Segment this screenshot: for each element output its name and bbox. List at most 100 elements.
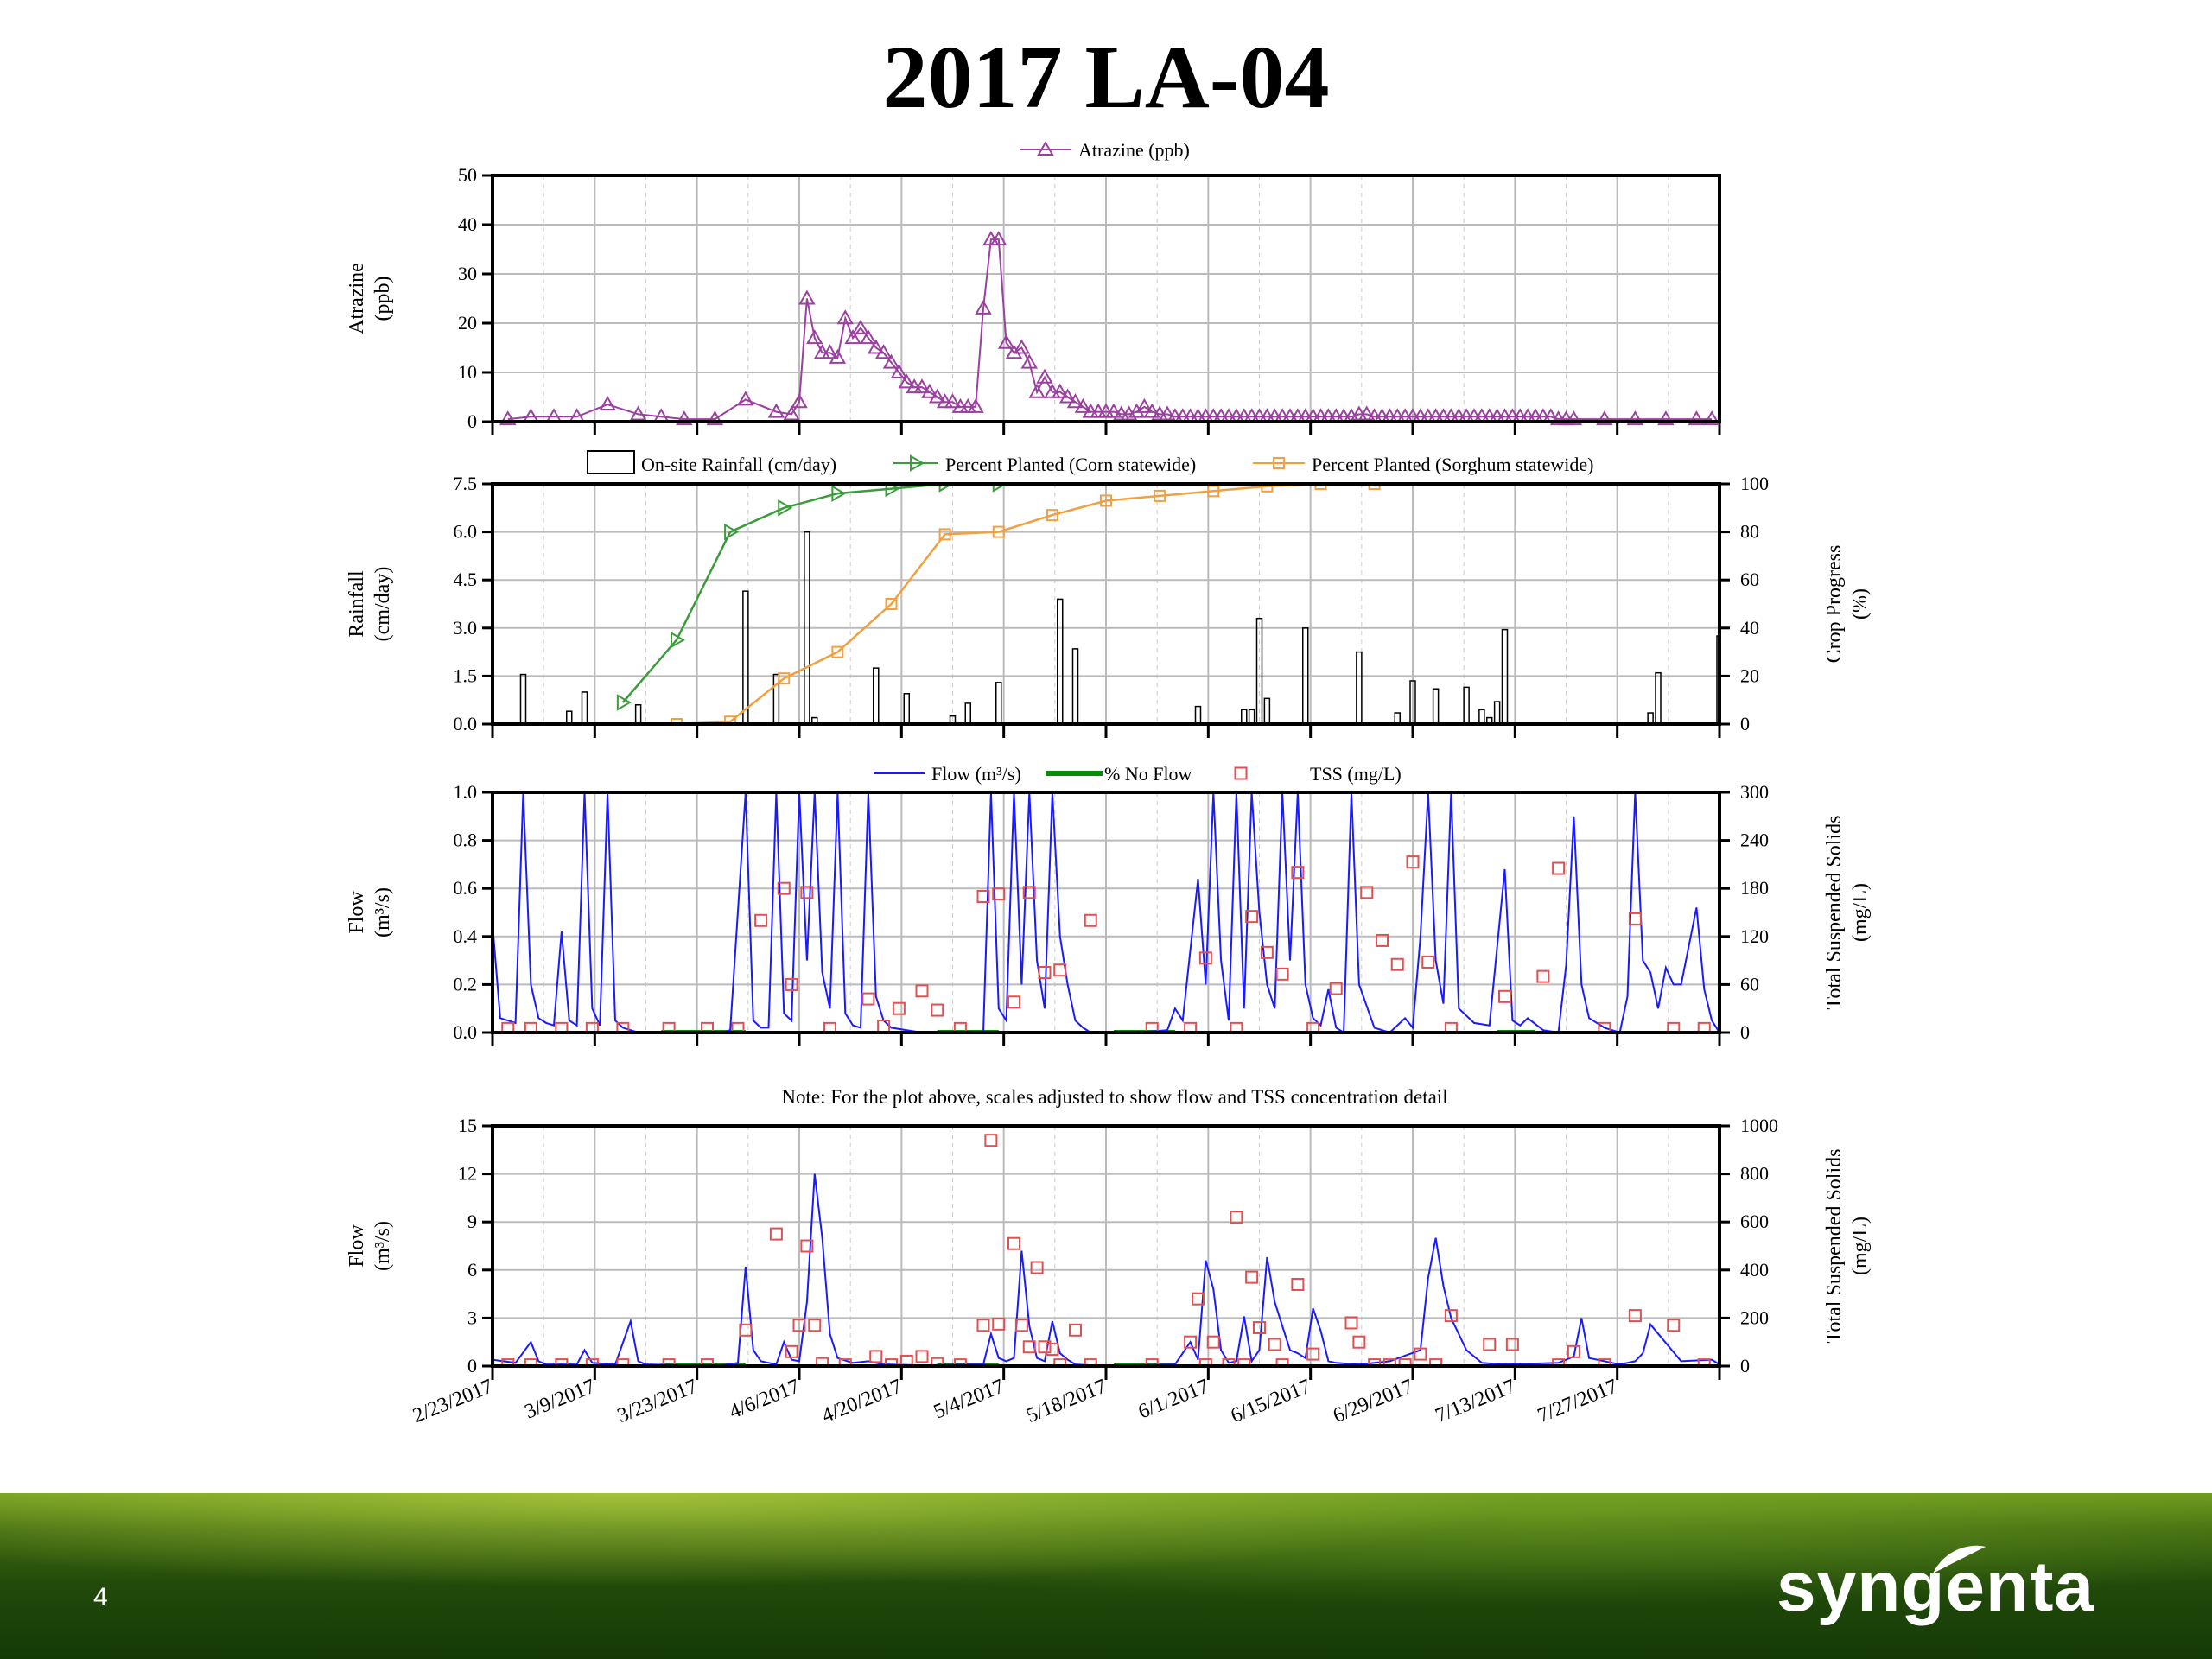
- y-tick-label: 3.0: [454, 617, 478, 639]
- atrazine-point: [890, 363, 908, 378]
- tss-point: [1667, 1021, 1681, 1033]
- tss-point: [1667, 1319, 1681, 1332]
- y-tick-label: 6.0: [454, 521, 478, 543]
- x-tick-label: 3/9/2017: [522, 1375, 599, 1423]
- tss-point: [555, 1021, 569, 1033]
- tss-point: [1567, 1344, 1580, 1358]
- tss-point: [1230, 1021, 1243, 1033]
- tss-point: [1268, 1338, 1281, 1351]
- tss-point: [1184, 1335, 1198, 1349]
- y-axis-label-line: (m³/s): [372, 1221, 394, 1271]
- tss-point: [823, 1021, 836, 1033]
- tss-point: [785, 1344, 798, 1358]
- atrazine-point: [844, 329, 861, 345]
- sorghum-point: [1154, 489, 1166, 502]
- legend-marker: [1273, 457, 1285, 469]
- tss-point: [800, 886, 814, 899]
- tss-point: [731, 1021, 745, 1033]
- tss-point: [1275, 967, 1289, 981]
- atrazine-point: [990, 231, 1007, 246]
- sorghum-point: [778, 672, 791, 685]
- legend-label: Atrazine (ppb): [1078, 139, 1190, 161]
- rainfall-bar: [1770, 700, 1776, 724]
- tss-point: [585, 1021, 599, 1033]
- atrazine-point: [1074, 397, 1092, 413]
- plot-frame: [491, 482, 1721, 726]
- y-tick-label-right: 20: [1740, 664, 1759, 686]
- legend-label: TSS (mg/L): [1310, 763, 1402, 785]
- tss-point: [1697, 1021, 1711, 1033]
- x-tick-label: 6/1/2017: [1135, 1375, 1212, 1423]
- tss-point: [777, 881, 791, 895]
- sorghum-point: [1207, 485, 1220, 498]
- y-axis-label-right: Crop Progress (%): [1823, 545, 1872, 664]
- tss-point: [1329, 982, 1343, 995]
- slide-title: 2017 LA-04: [882, 28, 1330, 127]
- tss-point: [976, 889, 990, 903]
- tss-point: [1198, 951, 1212, 965]
- rainfall-bar: [1432, 688, 1440, 724]
- rainfall-bar: [634, 704, 642, 724]
- atrazine-point: [599, 396, 616, 411]
- rainfall-bar: [964, 702, 971, 724]
- legend-panel-2: On-site Rainfall (cm/day) Percent Planted…: [587, 450, 1593, 475]
- tss-point: [1498, 989, 1511, 1003]
- tss-point: [1291, 1277, 1305, 1291]
- atrazine-point: [1688, 410, 1706, 426]
- rainfall-bar: [742, 590, 749, 724]
- atrazine-point: [767, 403, 785, 418]
- rainfall-bar: [581, 691, 588, 724]
- atrazine-point: [1020, 353, 1038, 369]
- atrazine-point: [836, 309, 854, 325]
- legend-label: On-site Rainfall (cm/day): [641, 454, 836, 475]
- tss-point: [1069, 1323, 1082, 1337]
- chart-panel-4: 0 3 6 9 12 15 0 200 400 600 800 1000 Flow (m³/s) Total…: [346, 1086, 1872, 1380]
- atrazine-point: [944, 393, 962, 409]
- y-axis-label-line: Total Suspended Solids: [1823, 816, 1846, 1010]
- y-axis-label: Flow (m³/s): [346, 1221, 394, 1271]
- y-axis-label-line: Rainfall: [346, 570, 368, 638]
- tss-point: [1291, 866, 1305, 880]
- tss-point: [1230, 1211, 1243, 1224]
- y-tick-label: 1.0: [454, 781, 478, 803]
- y-tick-label-right: 400: [1740, 1259, 1769, 1281]
- sorghum-point: [1261, 484, 1274, 493]
- y-axis-label-line: (ppb): [372, 276, 394, 321]
- tss-point: [1444, 1021, 1458, 1033]
- tss-point: [1390, 957, 1404, 971]
- x-tick-label: 5/4/2017: [931, 1375, 1007, 1423]
- rainfall-bar: [1816, 721, 1821, 724]
- tss-point: [869, 1350, 883, 1363]
- atrazine-point: [821, 344, 839, 359]
- y-axis-label-line: Flow: [346, 1224, 368, 1268]
- tss-point: [1421, 955, 1435, 969]
- atrazine-point: [1058, 388, 1077, 404]
- sorghum-point: [831, 645, 844, 658]
- tss-point: [992, 1317, 1006, 1331]
- x-tick-label: 2/23/2017: [410, 1375, 496, 1427]
- y-axis-label-line: (cm/day): [372, 567, 394, 642]
- tss-point: [1306, 1021, 1320, 1033]
- x-tick-label: 6/15/2017: [1228, 1375, 1314, 1427]
- tss-point: [1344, 1316, 1358, 1330]
- flow-line: [493, 792, 1719, 1033]
- rainfall-bar: [1263, 697, 1271, 724]
- tss-point: [1406, 855, 1420, 869]
- tss-point: [501, 1021, 515, 1033]
- tss-point: [808, 1319, 822, 1332]
- legend-label: Percent Planted (Corn statewide): [945, 454, 1196, 475]
- tss-point: [1444, 1309, 1458, 1323]
- tss-point: [984, 1134, 998, 1147]
- tss-point: [1046, 1343, 1059, 1357]
- y-tick-label-right: 1000: [1740, 1115, 1778, 1136]
- y-tick-label: 0.0: [454, 1021, 478, 1043]
- legend-marker: [910, 454, 925, 472]
- rainfall-bar: [1493, 701, 1501, 724]
- atrazine-point: [629, 405, 647, 421]
- x-tick-label: 7/27/2017: [1535, 1375, 1621, 1427]
- y-tick-label: 0: [467, 1355, 477, 1376]
- tss-point: [524, 1021, 537, 1033]
- y-tick-label-right: 240: [1740, 830, 1769, 851]
- atrazine-point: [898, 373, 915, 389]
- sorghum-point: [1046, 509, 1058, 522]
